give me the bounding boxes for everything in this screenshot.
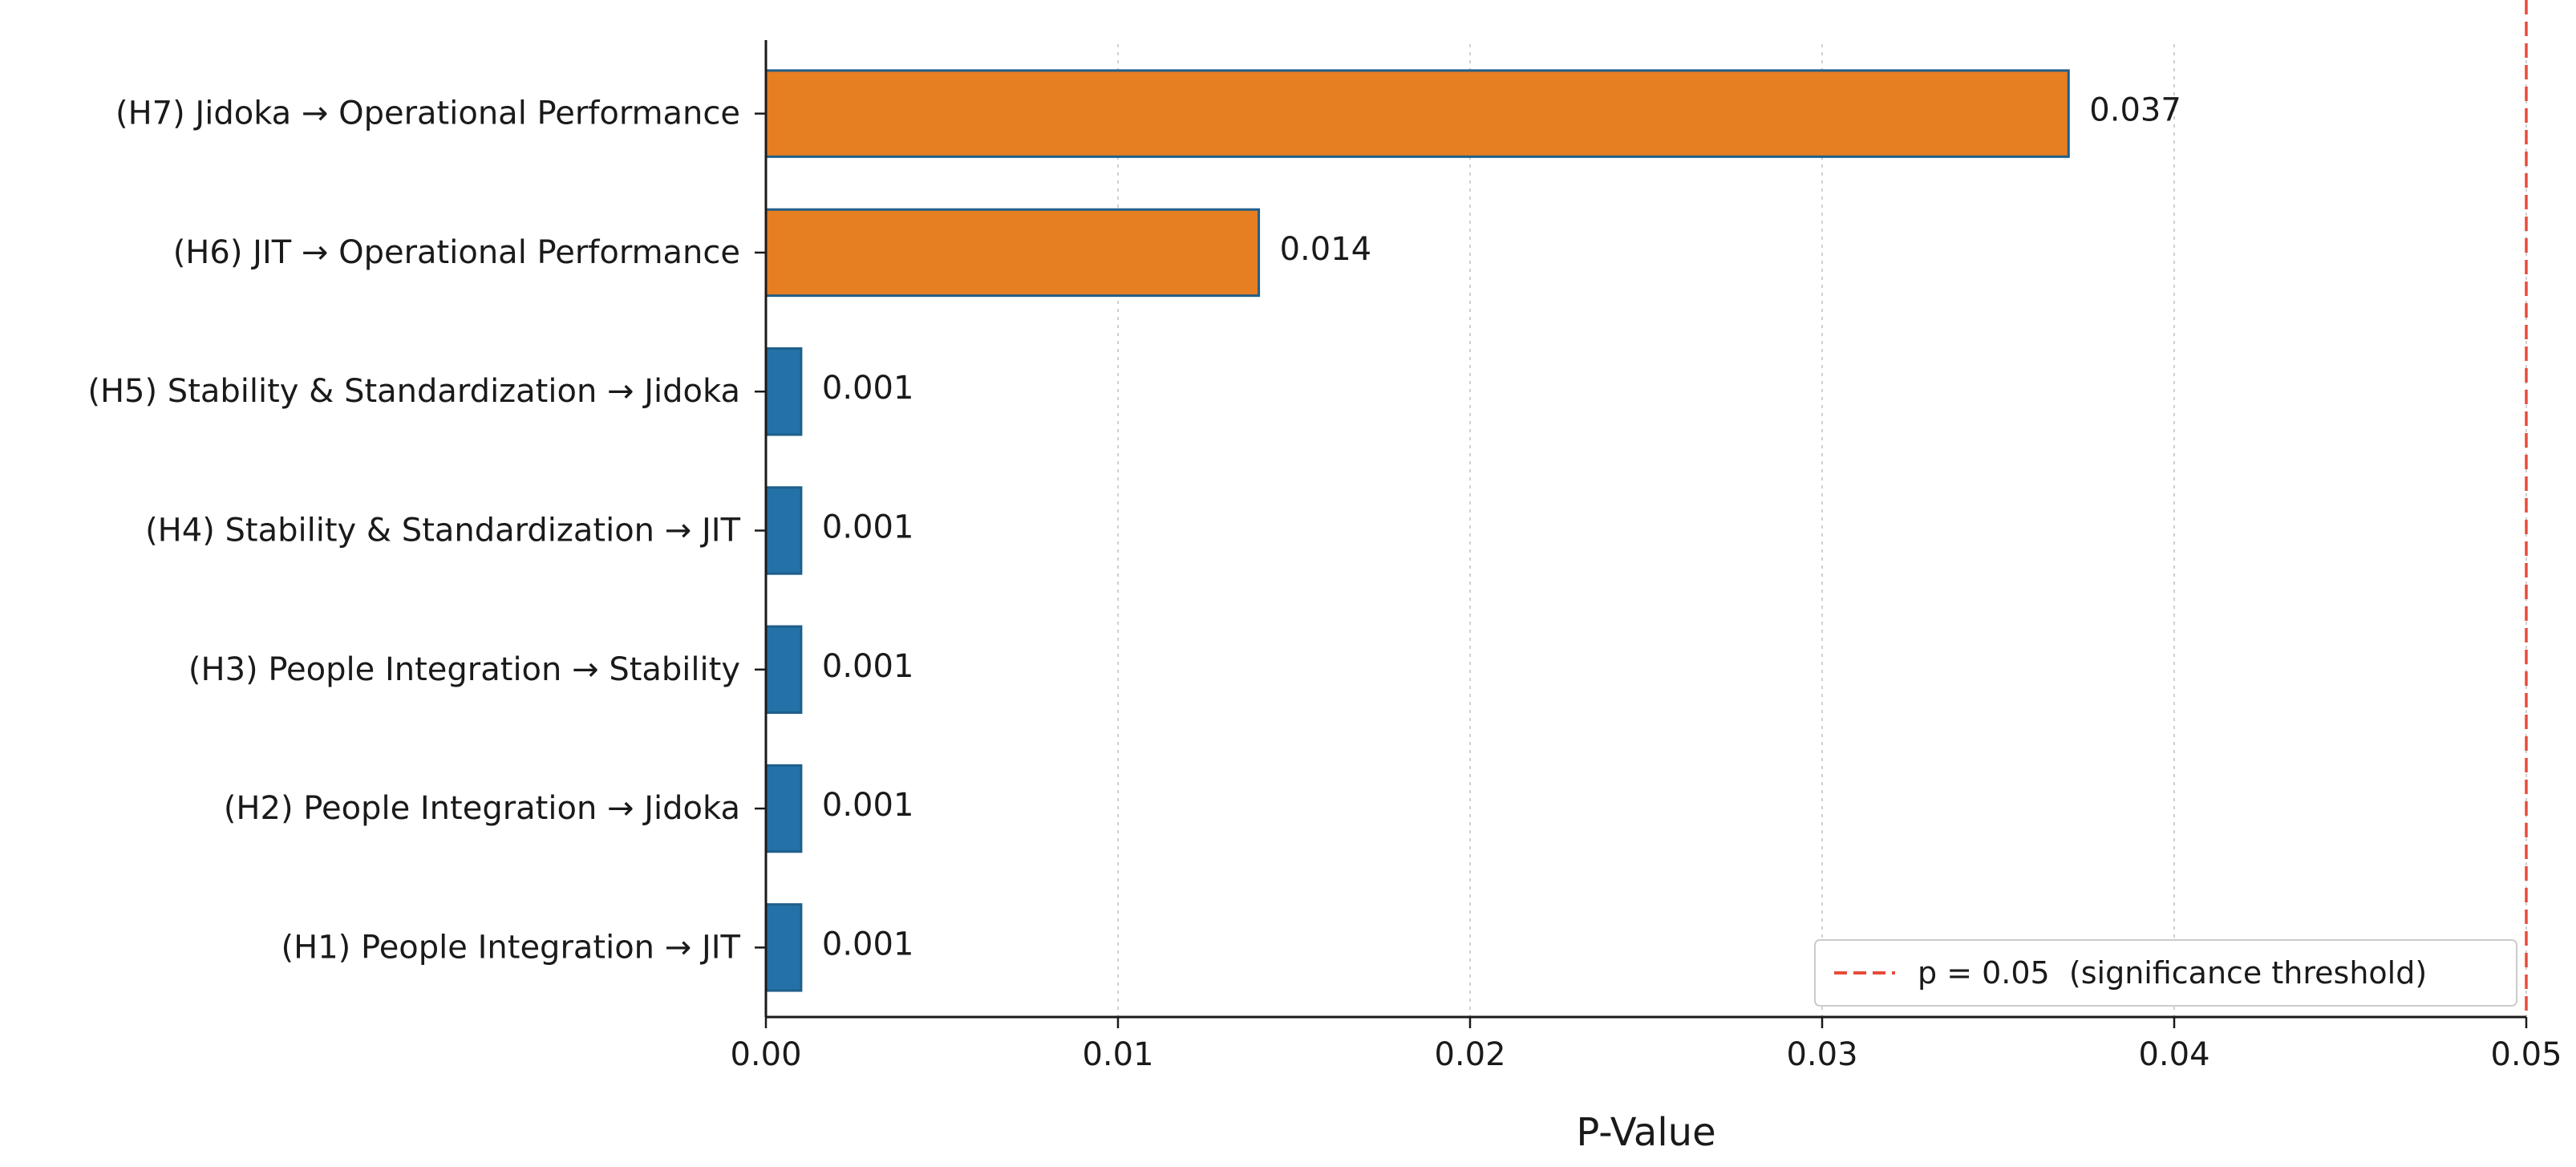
- value-label-h7: 0.037: [2089, 92, 2181, 129]
- legend: p = 0.05 (significance threshold): [1814, 939, 2517, 1007]
- x-tick-label-2: 0.02: [1434, 1036, 1505, 1073]
- axes-layer: 0.00 0.01 0.02 0.03 0.04 0.05: [730, 40, 2562, 1073]
- legend-threshold-label: p = 0.05 (significance threshold): [1918, 955, 2427, 991]
- value-label-h1: 0.001: [822, 926, 914, 962]
- value-label-h2: 0.001: [822, 787, 914, 824]
- bar-h7: [764, 69, 2070, 158]
- category-label-h4: (H4) Stability & Standardization → JIT: [145, 513, 741, 549]
- category-label-h3: (H3) People Integration → Stability: [188, 651, 740, 688]
- bar-h6: [764, 208, 1261, 298]
- value-label-h6: 0.014: [1280, 231, 1372, 268]
- x-tick-label-4: 0.04: [2138, 1036, 2209, 1073]
- category-label-h1: (H1) People Integration → JIT: [281, 929, 741, 966]
- value-label-h4: 0.001: [822, 509, 914, 546]
- grid-layer: [1117, 44, 2527, 1017]
- x-axis-title: P-Value: [1576, 1110, 1715, 1155]
- x-tick-label-0: 0.00: [730, 1036, 801, 1073]
- x-tick-label-3: 0.03: [1786, 1036, 1857, 1073]
- x-tick-label-5: 0.05: [2490, 1036, 2562, 1073]
- bar-h5: [764, 346, 803, 436]
- category-label-h5: (H5) Stability & Standardization → Jidok…: [87, 373, 740, 410]
- bar-h2: [764, 764, 803, 853]
- bars-layer: [764, 69, 2070, 992]
- category-label-h2: (H2) People Integration → Jidoka: [224, 790, 740, 827]
- labels-layer: (H1) People Integration → JIT 0.001 (H2) P…: [87, 92, 2181, 966]
- x-tick-label-1: 0.01: [1082, 1036, 1153, 1073]
- category-label-h7: (H7) Jidoka → Operational Performance: [115, 95, 740, 132]
- legend-box: [1814, 939, 2517, 1007]
- bar-h3: [764, 625, 803, 715]
- value-label-h5: 0.001: [822, 370, 914, 407]
- value-label-h3: 0.001: [822, 648, 914, 685]
- category-label-h6: (H6) JIT → Operational Performance: [173, 234, 740, 271]
- bar-h1: [764, 903, 803, 992]
- bar-h4: [764, 486, 803, 575]
